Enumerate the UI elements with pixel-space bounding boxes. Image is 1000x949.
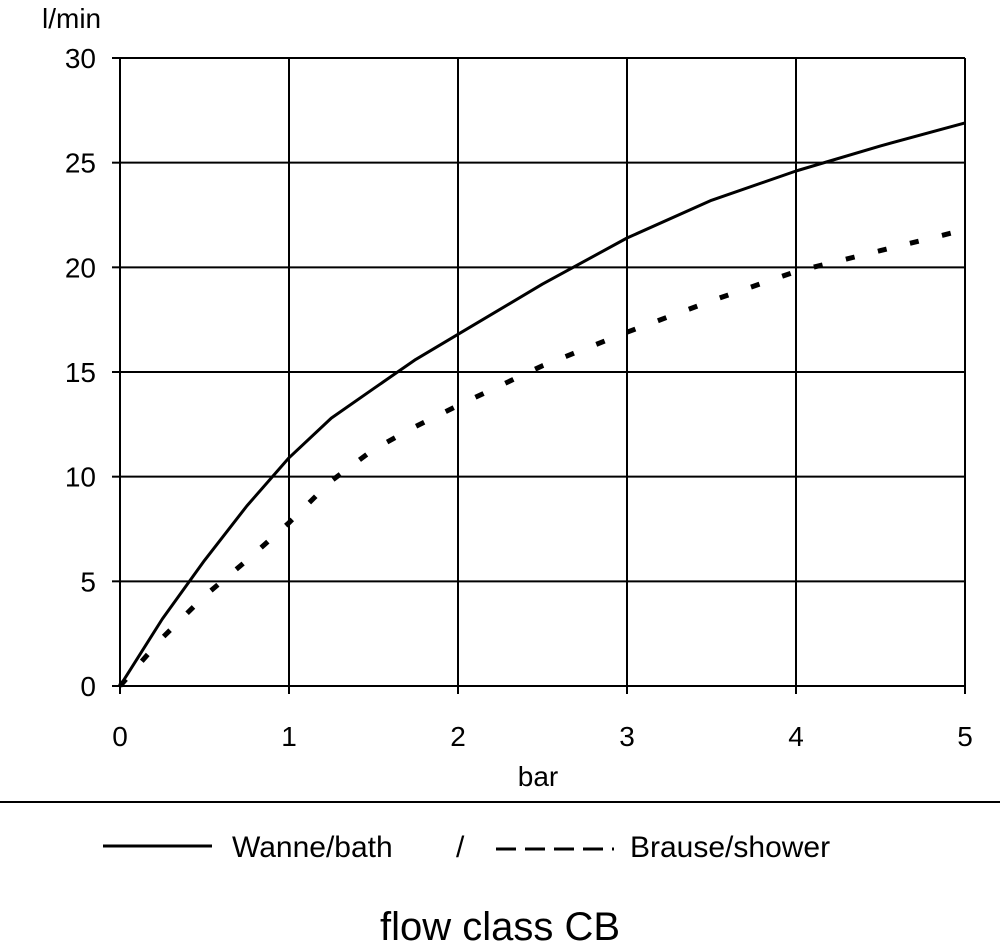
series-line-0 [118, 121, 966, 687]
legend: Wanne/bath / Brause/shower [103, 831, 830, 864]
legend-label-bath: Wanne/bath [232, 831, 393, 864]
y-tick-label-3: 15 [65, 357, 96, 388]
grid [120, 57, 966, 686]
y-tick-label-5: 25 [65, 148, 96, 179]
x-tick-label-3: 3 [619, 721, 635, 752]
y-tick-label-2: 10 [65, 462, 96, 493]
y-tick-labels: 0 5 10 15 20 25 30 [65, 43, 96, 702]
x-tick-label-0: 0 [112, 721, 128, 752]
y-tick-label-0: 0 [80, 671, 96, 702]
legend-separator: / [456, 831, 465, 864]
y-axis-label: l/min [42, 3, 101, 34]
chart-caption: flow class CB [380, 905, 620, 949]
x-tick-label-1: 1 [281, 721, 297, 752]
y-tick-label-1: 5 [80, 566, 96, 597]
x-axis-label: bar [518, 761, 558, 792]
x-tick-labels: 0 1 2 3 4 5 [112, 721, 973, 752]
y-tick-label-4: 20 [65, 252, 96, 283]
legend-label-shower: Brause/shower [630, 831, 830, 864]
x-tick-label-5: 5 [957, 721, 973, 752]
series-lines [118, 121, 966, 688]
x-tick-label-4: 4 [788, 721, 804, 752]
x-tick-label-2: 2 [450, 721, 466, 752]
axes [112, 57, 966, 694]
y-tick-label-6: 30 [65, 43, 96, 74]
series-line-1 [118, 227, 966, 688]
